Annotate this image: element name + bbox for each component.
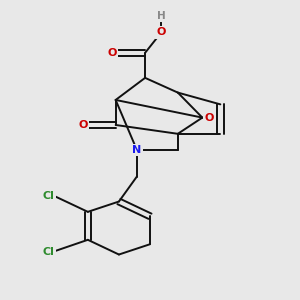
Text: N: N: [132, 145, 142, 155]
Text: H: H: [157, 11, 166, 21]
Text: Cl: Cl: [43, 190, 55, 201]
Text: O: O: [157, 27, 166, 37]
Text: O: O: [157, 27, 166, 37]
Text: Cl: Cl: [43, 247, 55, 256]
Text: O: O: [78, 120, 88, 130]
Text: O: O: [204, 112, 214, 123]
Text: H: H: [157, 11, 166, 21]
Text: O: O: [108, 48, 117, 58]
